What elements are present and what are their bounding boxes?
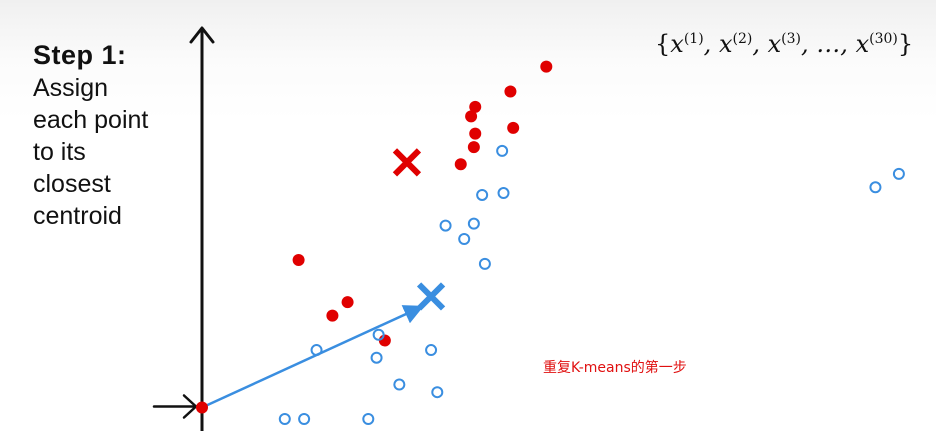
assignment-arrow: [201, 305, 424, 409]
blue-point-5: [467, 217, 480, 230]
blue-point-0: [496, 144, 509, 157]
red-point-6: [467, 141, 480, 154]
dataset-index-3: (3): [781, 31, 802, 47]
blue-point-16: [869, 181, 882, 194]
step-description: Assign each point to its closest centroi…: [33, 74, 149, 230]
blue-point-8: [431, 386, 444, 399]
red-point-4: [469, 127, 482, 140]
blue-point-15: [362, 413, 375, 425]
red-point-0: [540, 60, 553, 73]
red-point-11: [378, 334, 391, 347]
red-point-8: [292, 254, 305, 267]
blue-point-9: [310, 344, 323, 357]
blue-point-14: [298, 413, 311, 425]
red-centroid-marker: [392, 148, 422, 177]
blue-point-7: [372, 328, 385, 341]
blue-point-10: [370, 351, 383, 364]
dataset-ellipsis: …: [816, 30, 841, 58]
blue-point-11: [425, 344, 438, 357]
dataset-index-2: (2): [732, 31, 753, 47]
blue-point-13: [278, 413, 291, 425]
red-point-3: [504, 85, 517, 98]
red-point-10: [326, 309, 339, 322]
blue-point-6: [478, 257, 491, 270]
blue-point-2: [497, 187, 510, 200]
dataset-notation: {x(1), x(2), x(3), …, x(30)}: [655, 30, 914, 58]
dataset-index-30: (30): [869, 31, 898, 47]
red-point-9: [341, 296, 354, 309]
red-point-12: [196, 401, 208, 414]
blue-centroid-marker: [416, 282, 446, 311]
red-point-2: [469, 100, 482, 113]
blue-point-3: [458, 232, 471, 245]
blue-point-1: [476, 188, 489, 201]
dataset-index-1: (1): [683, 31, 704, 47]
blue-point-12: [393, 378, 406, 391]
red-point-5: [507, 121, 520, 134]
red-point-1: [465, 110, 478, 123]
blue-point-4: [439, 219, 452, 232]
dataset-symbol: x: [670, 30, 684, 58]
pointer-arrow-icon: [152, 394, 198, 419]
caption: 重复K-means的第一步: [543, 360, 687, 376]
y-axis-arrowhead-icon: [189, 26, 215, 44]
step-title: Step 1:: [33, 40, 127, 70]
red-point-7: [454, 158, 467, 171]
blue-point-17: [892, 167, 905, 180]
